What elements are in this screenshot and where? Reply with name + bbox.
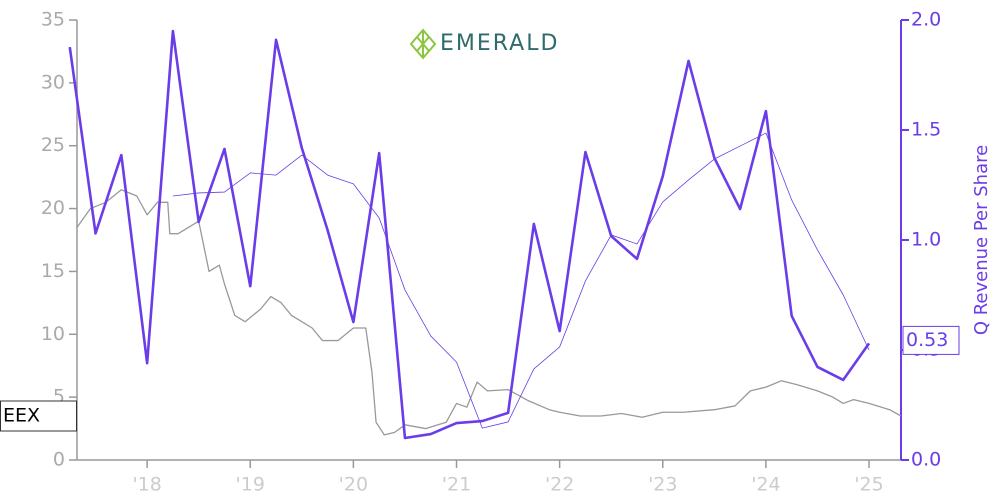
y-tick-label: 30 [41, 71, 65, 93]
y2-axis-label: Q Revenue Per Share [971, 145, 992, 335]
x-tick-label: '20 [339, 474, 368, 496]
y-tick-label: 15 [41, 260, 65, 282]
y2-tick-label: 1.5 [911, 119, 941, 141]
series-label: EEX [3, 405, 40, 427]
series-line [172, 132, 870, 429]
x-tick-label: '19 [236, 474, 265, 496]
series-line [68, 29, 871, 440]
x-tick-label: '23 [648, 474, 677, 496]
logo-text: EMERALD [440, 31, 559, 56]
y2-tick-label: 2.0 [911, 9, 941, 31]
y-tick-label: 35 [41, 9, 65, 31]
y2-tick-label: 0.0 [911, 449, 941, 471]
x-tick-label: '24 [751, 474, 780, 496]
x-tick-label: '18 [132, 474, 161, 496]
last-value-box [902, 325, 960, 355]
y2-tick-label: 1.0 [911, 229, 941, 251]
series-line [76, 189, 902, 436]
x-tick-label: '22 [545, 474, 574, 496]
y-tick-label: 0 [53, 449, 65, 471]
x-tick-label: '25 [854, 474, 883, 496]
y-tick-label: 25 [41, 134, 65, 156]
series-label-box [0, 400, 77, 432]
last-value-label: 0.53 [906, 329, 948, 351]
y-tick-label: 20 [41, 197, 65, 219]
x-tick-label: '21 [442, 474, 471, 496]
logo: EMERALD [409, 28, 559, 60]
y-tick-label: 10 [41, 323, 65, 345]
